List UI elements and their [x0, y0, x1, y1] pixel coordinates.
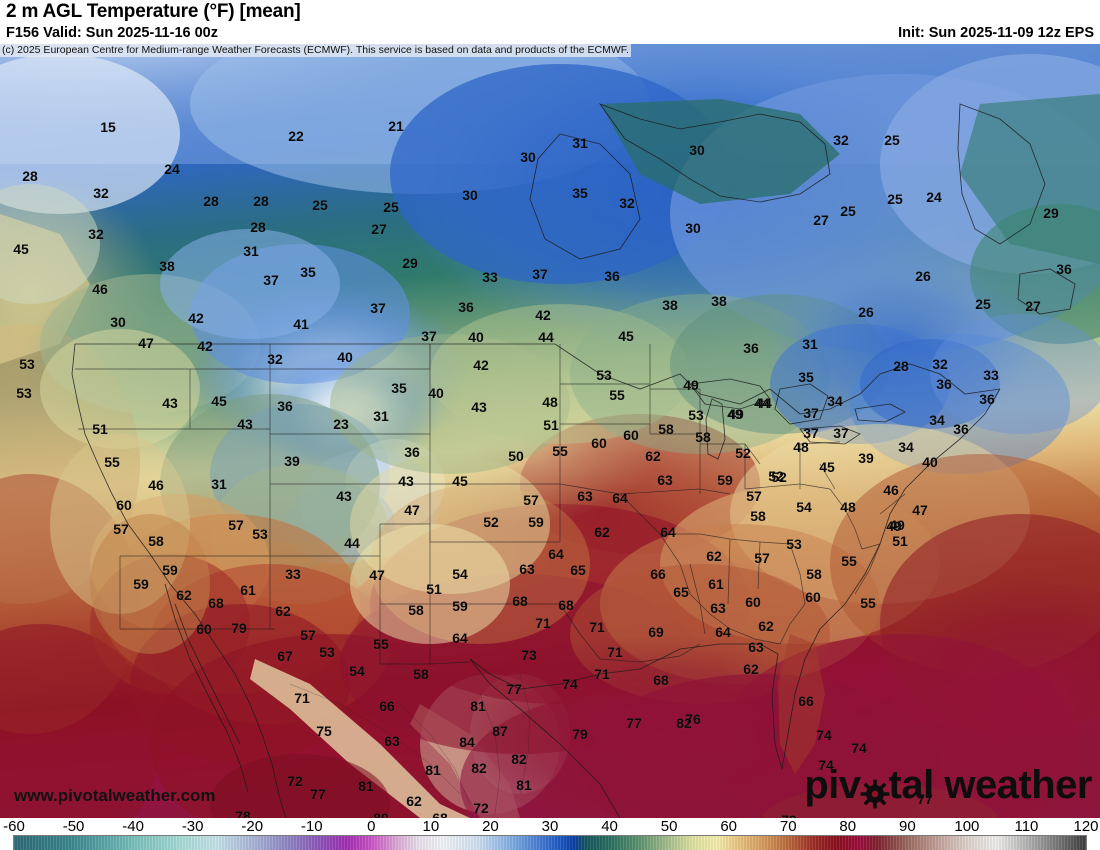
gear-icon [860, 774, 890, 808]
brand-text-part1: piv [804, 763, 861, 807]
colorbar-tick: 40 [601, 818, 618, 835]
ecmwf-attribution: (c) 2025 European Centre for Medium-rang… [0, 44, 631, 57]
brand-watermark: piv [804, 763, 1093, 808]
state-boundaries [75, 344, 906, 665]
colorbar-tick: 80 [839, 818, 857, 835]
colorbar-tick: 100 [954, 818, 980, 835]
map-canvas[interactable]: (c) 2025 European Centre for Medium-rang… [0, 44, 1100, 818]
colorbar-tick: 20 [482, 818, 499, 835]
colorbar-tick: 60 [720, 818, 737, 835]
colorbar-tick: -50 [62, 818, 85, 835]
colorbar-tick: 0 [367, 818, 376, 835]
valid-time-label: F156 Valid: Sun 2025-11-16 00z [6, 25, 218, 41]
colorbar-tick: -30 [181, 818, 204, 835]
colorbar-zone: -60 -50 -40 -30 -20 -10 0 10 20 30 40 50 60 70 80 90 100… [0, 818, 1100, 850]
colorbar-tick: 90 [898, 818, 916, 835]
brand-text-part2: tal weather [888, 763, 1093, 807]
colorbar-tick: 30 [541, 818, 559, 835]
colorbar-tick: 50 [660, 818, 678, 835]
colorbar-tick: -40 [122, 818, 144, 835]
colorbar-tick: -60 [3, 818, 25, 835]
colorbar-tick: -10 [300, 818, 323, 835]
political-boundaries [71, 103, 1076, 818]
page-title: 2 m AGL Temperature (°F) [mean] [6, 1, 301, 22]
init-time-label: Init: Sun 2025-11-09 12z EPS [898, 25, 1094, 41]
temperature-field [0, 44, 1100, 818]
colorbar-tick: 120 [1073, 818, 1099, 835]
colorbar-tick-labels: -60 -50 -40 -30 -20 -10 0 10 20 30 40 50 60 70 80 90 100… [0, 818, 1100, 836]
site-url-watermark: www.pivotalweather.com [14, 786, 216, 805]
colorbar-banding [14, 836, 1086, 850]
map-header: 2 m AGL Temperature (°F) [mean] F156 Val… [0, 0, 1100, 44]
colorbar-tick: 110 [1014, 818, 1039, 835]
colorbar-tick: -20 [241, 818, 264, 835]
colorbar-tick: 70 [779, 818, 797, 835]
colorbar[interactable] [13, 835, 1087, 850]
colorbar-tick: 10 [422, 818, 440, 835]
